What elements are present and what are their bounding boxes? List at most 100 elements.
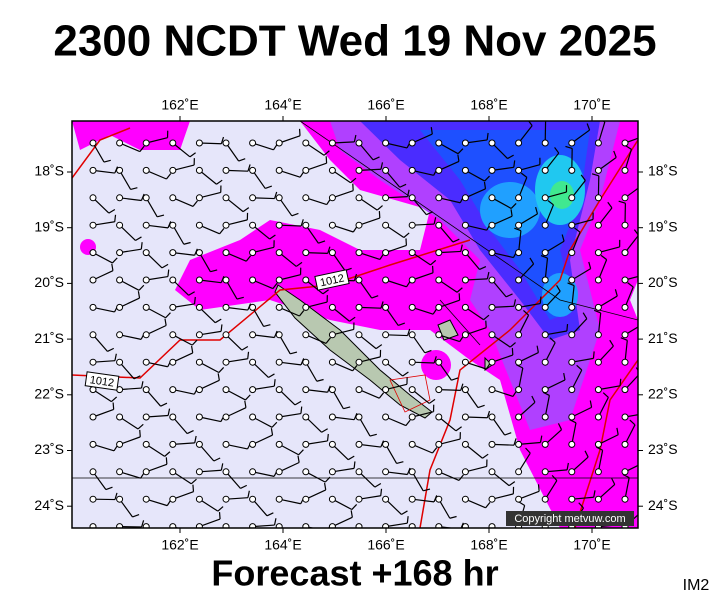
barb-station	[302, 440, 310, 448]
barb-shaft	[518, 125, 533, 144]
barb-flag	[554, 147, 560, 154]
barb-shaft	[279, 169, 301, 178]
barb-flag	[137, 291, 141, 299]
barb-station	[594, 139, 602, 147]
barb-flag	[611, 477, 616, 485]
barb-shaft	[146, 224, 169, 229]
barb-shaft	[465, 139, 488, 144]
barb-shaft	[412, 223, 435, 226]
barb-station	[568, 249, 576, 257]
lat-label: 22˚S	[648, 386, 678, 402]
barb-shaft	[146, 137, 168, 144]
barb-station	[435, 139, 443, 147]
barb-flag	[114, 492, 118, 500]
barb-shaft	[491, 305, 515, 308]
barb-shaft	[597, 484, 616, 500]
barb-shaft	[438, 142, 459, 155]
barb-shaft	[119, 416, 139, 430]
barb-shaft	[225, 169, 249, 172]
barb-shaft	[278, 252, 297, 267]
barb-station	[382, 303, 390, 311]
barb-flag	[589, 400, 593, 408]
barb-station	[515, 194, 523, 202]
barb-station	[275, 331, 283, 339]
lat-label: 20˚S	[648, 274, 678, 290]
barb-station	[461, 386, 469, 394]
barb-station	[302, 331, 310, 339]
barb-station	[275, 386, 283, 394]
barb-shaft	[198, 444, 215, 462]
barb-shaft	[438, 416, 457, 432]
barb-flag	[343, 406, 351, 410]
barb-station	[382, 468, 390, 476]
barb-shaft	[358, 252, 381, 260]
barb-shaft	[225, 497, 248, 500]
barb-station	[355, 194, 363, 202]
barb-flag	[193, 296, 196, 305]
lon-label: 162˚E	[161, 97, 198, 113]
lon-label: 166˚E	[367, 537, 404, 553]
barb-flag	[539, 296, 542, 304]
barb-shaft	[597, 207, 613, 226]
barb-flag	[537, 484, 540, 492]
barb-station	[249, 358, 257, 366]
barb-station	[142, 440, 150, 448]
barb-flag	[112, 402, 115, 410]
barb-shaft	[438, 471, 460, 481]
barb-station	[488, 303, 496, 311]
barb-shaft	[252, 524, 275, 528]
barb-shaft	[385, 244, 407, 254]
barb-shaft	[119, 334, 142, 340]
barb-station	[408, 468, 416, 476]
barb-shaft	[252, 197, 275, 200]
barb-flag	[565, 145, 573, 149]
barb-flag	[220, 324, 223, 332]
barb-flag	[640, 178, 642, 185]
barb-station	[355, 523, 363, 528]
barb-shaft	[199, 191, 221, 199]
barb-station	[222, 166, 230, 174]
barb-shaft	[225, 471, 241, 489]
barb-station	[435, 386, 443, 394]
barb-station	[568, 166, 576, 174]
barb-shaft	[332, 328, 354, 336]
barb-shaft	[518, 352, 539, 363]
barb-shaft	[145, 324, 167, 336]
barb-flag	[540, 254, 548, 259]
barb-shaft	[571, 456, 589, 473]
barb-station	[408, 495, 416, 503]
barb-flag	[405, 419, 411, 426]
barb-flag	[647, 406, 648, 413]
barb-flag	[325, 337, 331, 344]
barb-shaft	[279, 412, 302, 418]
barb-shaft	[491, 416, 506, 436]
barb-shaft	[305, 224, 319, 244]
barb-station	[195, 468, 203, 476]
barb-flag	[270, 428, 274, 436]
barb-shaft	[305, 142, 325, 156]
barb-flag	[218, 512, 221, 520]
barb-station	[195, 221, 203, 229]
barb-flag	[139, 145, 145, 152]
barb-flag	[295, 261, 303, 267]
barb-flag	[380, 162, 384, 170]
lon-label: 164˚E	[264, 97, 301, 113]
barb-flag	[380, 301, 384, 309]
barb-shaft	[225, 358, 248, 363]
barb-shaft	[571, 180, 586, 199]
rain-area	[72, 121, 190, 150]
isobar-label: 1012	[314, 269, 350, 291]
barb-shaft	[305, 489, 326, 500]
barb-flag	[220, 463, 224, 471]
barb-station	[621, 358, 629, 366]
barb-shaft	[225, 389, 246, 401]
barb-shaft	[119, 170, 132, 190]
barb-shaft	[199, 279, 222, 284]
barb-flag	[523, 310, 529, 316]
barb-station	[116, 495, 124, 503]
barb-station	[382, 221, 390, 229]
barb-shaft	[385, 142, 408, 149]
barb-shaft	[92, 221, 115, 226]
barb-station	[382, 440, 390, 448]
barb-shaft	[544, 379, 566, 391]
